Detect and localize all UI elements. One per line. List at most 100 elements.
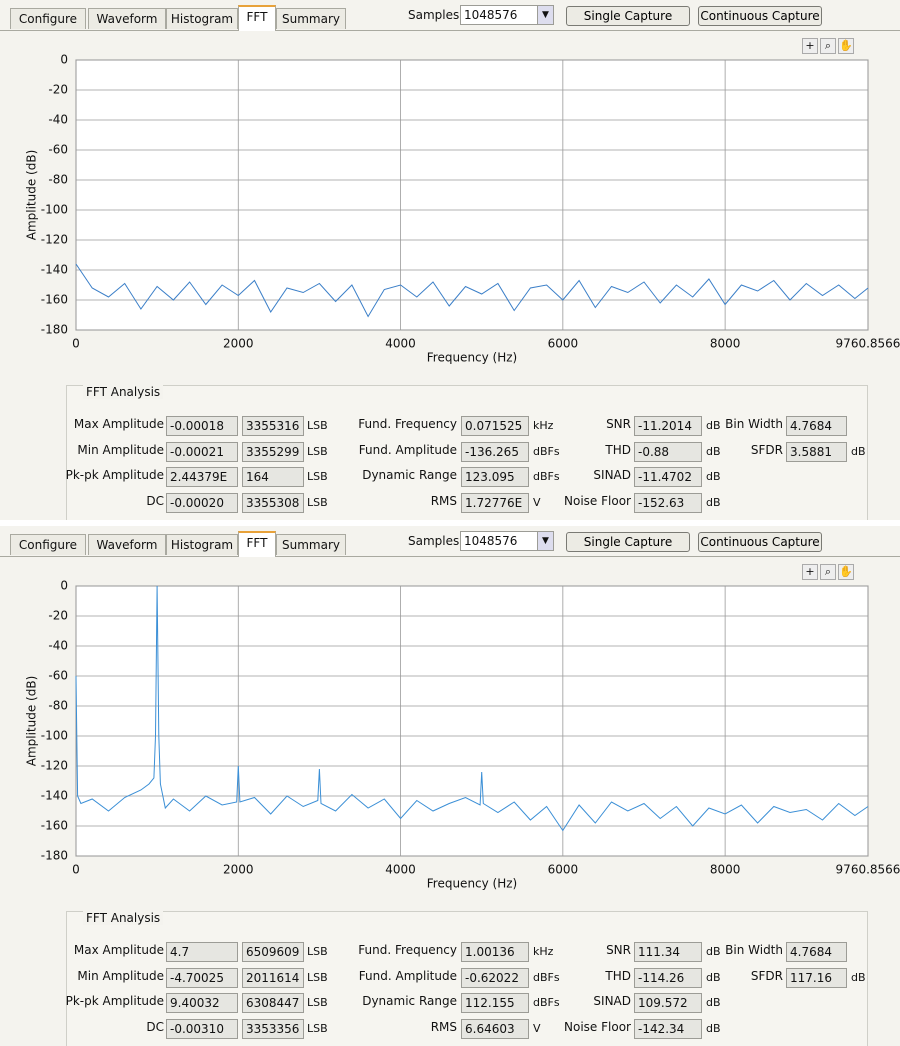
tab[interactable]: Histogram — [166, 8, 238, 29]
snr-label: SINAD — [593, 994, 631, 1008]
fund-label: RMS — [430, 1020, 457, 1034]
amplitude-value: -4.70025 — [166, 968, 238, 988]
samples-label: Samples — [408, 8, 460, 22]
dropdown-arrow[interactable]: ▼ — [537, 5, 554, 25]
x-tick-label: 9760.8566 — [836, 337, 900, 351]
x-tick-label: 6000 — [548, 337, 579, 351]
snr-unit: dB — [706, 945, 721, 958]
lsb-unit: LSB — [307, 1022, 328, 1035]
tab[interactable]: Configure — [10, 534, 86, 555]
fund-value: 6.64603 — [461, 1019, 529, 1039]
plot-tool[interactable]: ⌕ — [820, 564, 836, 580]
fund-label: Fund. Frequency — [358, 417, 457, 431]
fund-value: -0.62022 — [461, 968, 529, 988]
x-tick-label: 6000 — [548, 863, 579, 877]
fund-label: Dynamic Range — [362, 468, 457, 482]
tab[interactable]: Waveform — [88, 534, 166, 555]
lsb-value: 6308447 — [242, 993, 304, 1013]
fund-label: Dynamic Range — [362, 994, 457, 1008]
y-axis-title: Amplitude (dB) — [25, 150, 39, 241]
y-tick-label: -40 — [48, 639, 68, 653]
amplitude-value: -0.00310 — [166, 1019, 238, 1039]
y-tick-label: -80 — [48, 173, 68, 187]
amplitude-value: -0.00021 — [166, 442, 238, 462]
samples-label: Samples — [408, 534, 460, 548]
tab-bar: Configure Waveform Histogram FFT Summary — [0, 526, 900, 557]
panel: Configure Waveform Histogram FFT Summary Samp… — [0, 0, 900, 520]
analysis-title: FFT Analysis — [83, 911, 164, 925]
single-capture-button[interactable]: Single Capture — [566, 6, 690, 26]
snr-label: Noise Floor — [564, 1020, 631, 1034]
tab[interactable]: Waveform — [88, 8, 166, 29]
bin-unit: dB — [851, 971, 866, 984]
plot-tool[interactable]: ✋ — [838, 564, 854, 580]
single-capture-button[interactable]: Single Capture — [566, 532, 690, 552]
amplitude-label: Pk-pk Amplitude — [65, 468, 164, 482]
bin-value: 117.16 — [786, 968, 847, 988]
tab[interactable]: FFT — [238, 531, 276, 557]
fft-chart: 0 -20 -40 -60 -80 -100 -120 -140 -160 -180 0 2000 40… — [25, 53, 900, 365]
y-tick-label: -160 — [41, 293, 68, 307]
fund-label: Fund. Frequency — [358, 943, 457, 957]
y-tick-label: -80 — [48, 699, 68, 713]
tab[interactable]: Summary — [276, 8, 346, 29]
amplitude-label: Pk-pk Amplitude — [65, 994, 164, 1008]
y-tick-label: -140 — [41, 789, 68, 803]
snr-value: -142.34 — [634, 1019, 702, 1039]
samples-dropdown[interactable]: 1048576 — [460, 531, 540, 551]
y-tick-label: -180 — [41, 849, 68, 863]
tab-bar: Configure Waveform Histogram FFT Summary — [0, 0, 900, 31]
fund-unit: V — [533, 1022, 541, 1035]
snr-value: 109.572 — [634, 993, 702, 1013]
plot-tool[interactable]: + — [802, 564, 818, 580]
lsb-unit: LSB — [307, 945, 328, 958]
lsb-value: 164 — [242, 467, 304, 487]
fund-value: 112.155 — [461, 993, 529, 1013]
bin-value: 4.7684 — [786, 942, 847, 962]
snr-value: -152.63 — [634, 493, 702, 513]
spectrum-line — [75, 585, 869, 832]
plot-tool[interactable]: + — [802, 38, 818, 54]
samples-dropdown[interactable]: 1048576 — [460, 5, 540, 25]
y-tick-label: -120 — [41, 233, 68, 247]
fft-chart: 0 -20 -40 -60 -80 -100 -120 -140 -160 -180 0 2000 40… — [25, 579, 900, 891]
lsb-value: 3355316 — [242, 416, 304, 436]
snr-label: SINAD — [593, 468, 631, 482]
x-tick-label: 9760.8566 — [836, 863, 900, 877]
y-tick-label: -20 — [48, 83, 68, 97]
y-tick-label: -180 — [41, 323, 68, 337]
amplitude-value: 4.7 — [166, 942, 238, 962]
fund-unit: kHz — [533, 419, 554, 432]
x-tick-label: 0 — [72, 863, 80, 877]
panel: Configure Waveform Histogram FFT Summary Samp… — [0, 526, 900, 1046]
plot-area — [75, 585, 869, 857]
tab[interactable]: Configure — [10, 8, 86, 29]
fund-label: Fund. Amplitude — [358, 443, 457, 457]
y-tick-label: -100 — [41, 729, 68, 743]
lsb-value: 3355308 — [242, 493, 304, 513]
x-tick-label: 8000 — [710, 337, 741, 351]
y-tick-label: -60 — [48, 669, 68, 683]
analysis-title: FFT Analysis — [83, 385, 164, 399]
tab[interactable]: FFT — [238, 5, 276, 31]
plot-tool[interactable]: ✋ — [838, 38, 854, 54]
continuous-capture-button[interactable]: Continuous Capture — [698, 532, 822, 552]
continuous-capture-button[interactable]: Continuous Capture — [698, 6, 822, 26]
snr-value: -114.26 — [634, 968, 702, 988]
y-tick-label: -100 — [41, 203, 68, 217]
tab[interactable]: Summary — [276, 534, 346, 555]
snr-unit: dB — [706, 445, 721, 458]
x-axis-title: Frequency (Hz) — [427, 877, 518, 891]
snr-label: THD — [605, 969, 631, 983]
lsb-unit: LSB — [307, 971, 328, 984]
dropdown-arrow[interactable]: ▼ — [537, 531, 554, 551]
analysis-group: FFT Analysis Max Amplitude-0.00018 V 335531… — [66, 385, 868, 520]
snr-unit: dB — [706, 1022, 721, 1035]
amplitude-value: 2.44379E — [166, 467, 238, 487]
lsb-unit: LSB — [307, 419, 328, 432]
snr-value: -0.88 — [634, 442, 702, 462]
plot-tool[interactable]: ⌕ — [820, 38, 836, 54]
amplitude-label: Min Amplitude — [77, 443, 164, 457]
tab[interactable]: Histogram — [166, 534, 238, 555]
